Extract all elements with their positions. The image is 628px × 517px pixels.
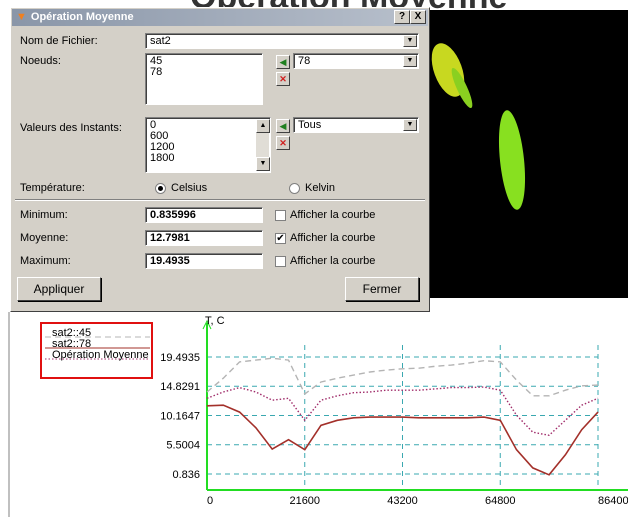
dialog-title: Opération Moyenne [31, 11, 134, 23]
legend-label: Opération Moyenne [52, 349, 149, 361]
apply-button[interactable]: Appliquer [17, 277, 101, 301]
instants-list[interactable]: 0 600 1200 1800 ▲▼ [145, 117, 271, 173]
x-tick-label: 86400 [598, 495, 628, 507]
checkbox[interactable] [275, 210, 286, 221]
value-field[interactable]: 12.7981 [145, 230, 263, 246]
scroll-down[interactable]: ▼ [256, 157, 270, 171]
radio[interactable] [155, 183, 166, 194]
radio-label[interactable]: Kelvin [305, 182, 335, 194]
nodes-list[interactable]: 45 78 [145, 53, 263, 105]
checkbox-label[interactable]: Afficher la courbe [290, 255, 375, 267]
x-tick-label: 43200 [387, 495, 418, 507]
checkbox-label[interactable]: Afficher la courbe [290, 232, 375, 244]
scrollbar[interactable]: ▲▼ [256, 119, 269, 171]
label: Valeurs des Instants: [20, 122, 122, 134]
screen: Opération Moyenne 0.836 5.5004 10.1647 14.8… [0, 0, 628, 517]
radio-label[interactable]: Celsius [171, 182, 207, 194]
x-tick-label: 0 [207, 495, 213, 507]
value-field[interactable]: 19.4935 [145, 253, 263, 269]
label: Maximum: [20, 255, 71, 267]
select-value: 78 [298, 55, 310, 67]
help-button[interactable]: ? [394, 10, 410, 24]
y-tick-label: 10.1647 [160, 410, 200, 422]
drop-button: ▼ [403, 119, 417, 131]
separator [15, 199, 425, 201]
list-item[interactable]: 45 [150, 56, 262, 67]
nodes-select[interactable]: 78 ▼ [293, 53, 419, 69]
instants-select[interactable]: Tous ▼ [293, 117, 419, 133]
remove-button[interactable]: ✕ [276, 72, 290, 86]
dialog: ▼Opération Moyenne ? X Nom de Fichier: s… [10, 7, 430, 312]
x-tick-label: 21600 [289, 495, 320, 507]
y-axis-label: T, C [205, 315, 225, 327]
select-value: sat2 [150, 35, 171, 47]
y-tick-label: 14.8291 [160, 381, 200, 393]
label: Moyenne: [20, 232, 68, 244]
checkbox-label[interactable]: Afficher la courbe [290, 209, 375, 221]
close-dialog-button[interactable]: Fermer [345, 277, 419, 301]
y-tick-label: 19.4935 [160, 352, 200, 364]
value-field[interactable]: 0.835996 [145, 207, 263, 223]
radio[interactable] [289, 183, 300, 194]
close-button[interactable]: X [410, 10, 426, 24]
checkbox[interactable] [275, 256, 286, 267]
remove-button[interactable]: ✕ [276, 136, 290, 150]
y-tick-label: 0.836 [172, 469, 200, 481]
label: Nom de Fichier: [20, 35, 98, 47]
label: Température: [20, 182, 85, 194]
add-button[interactable]: ◀ [276, 55, 290, 69]
list-item[interactable]: 1800 [150, 153, 270, 164]
checkbox[interactable]: ✔ [275, 233, 286, 244]
drop-button: ▼ [403, 55, 417, 67]
list-item[interactable]: 0 [150, 120, 270, 131]
drop-button: ▼ [403, 35, 417, 47]
file-select[interactable]: sat2 ▼ [145, 33, 419, 49]
select-value: Tous [298, 119, 321, 131]
x-tick-label: 64800 [485, 495, 516, 507]
y-tick-label: 5.5004 [166, 440, 200, 452]
chart: 0.836 5.5004 10.1647 14.8291 19.4935 0 21600 43… [41, 315, 628, 507]
title-bar: ▼Opération Moyenne [12, 9, 428, 26]
list-item[interactable]: 78 [150, 67, 262, 78]
label: Noeuds: [20, 55, 61, 67]
add-button[interactable]: ◀ [276, 119, 290, 133]
3d-view [430, 10, 628, 298]
label: Minimum: [20, 209, 68, 221]
scroll-up[interactable]: ▲ [256, 119, 270, 133]
